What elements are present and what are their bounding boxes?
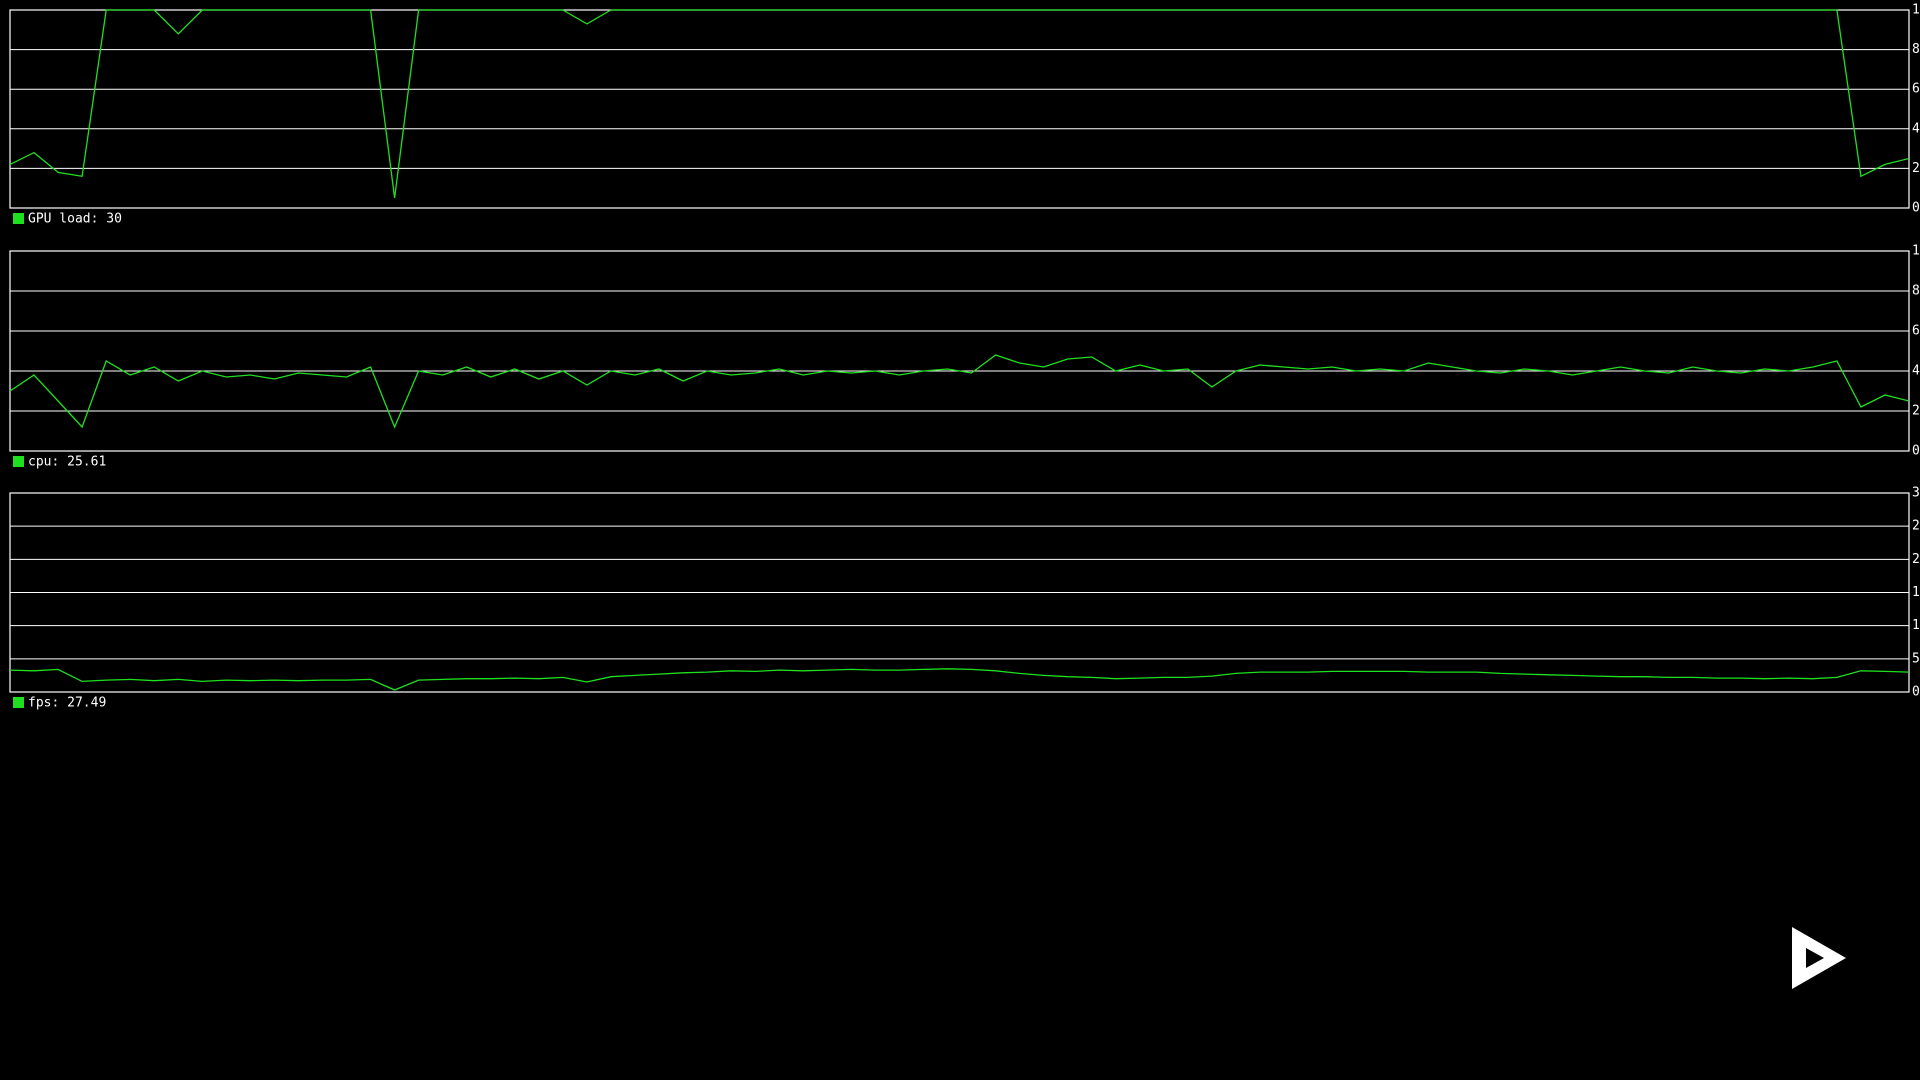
data-line xyxy=(9,9,1910,199)
y-tick-label: 60 xyxy=(1912,324,1920,339)
y-tick-label: 80 xyxy=(1912,284,1920,299)
plot-frame xyxy=(9,9,1910,209)
y-tick-label: 20 xyxy=(1912,404,1920,419)
y-tick-label: 0 xyxy=(1912,201,1920,216)
y-tick-label: 25 xyxy=(1912,519,1920,534)
y-tick-label: 20 xyxy=(1912,161,1920,176)
legend-label: GPU load: 30 xyxy=(28,212,122,227)
legend-swatch xyxy=(13,697,24,708)
data-line xyxy=(9,354,1910,429)
y-tick-label: 0 xyxy=(1912,444,1920,459)
y-tick-label: 60 xyxy=(1912,82,1920,97)
y-tick-label: 40 xyxy=(1912,121,1920,136)
play-icon-inner[interactable] xyxy=(1806,948,1824,968)
legend-label: fps: 27.49 xyxy=(28,696,106,711)
play-button[interactable] xyxy=(1792,927,1846,989)
legend-swatch xyxy=(13,456,24,467)
y-tick-label: 0 xyxy=(1912,685,1920,700)
legend-label: cpu: 25.61 xyxy=(28,455,106,470)
y-tick-label: 20 xyxy=(1912,552,1920,567)
y-tick-label: 30 xyxy=(1912,486,1920,501)
data-line xyxy=(9,668,1910,691)
y-tick-label: 100 xyxy=(1912,244,1920,259)
y-tick-label: 15 xyxy=(1912,585,1920,600)
y-tick-label: 10 xyxy=(1912,618,1920,633)
plot-frame xyxy=(9,250,1910,452)
y-tick-label: 100 xyxy=(1912,3,1920,18)
y-tick-label: 5 xyxy=(1912,651,1920,666)
y-tick-label: 40 xyxy=(1912,364,1920,379)
legend-swatch xyxy=(13,213,24,224)
y-tick-label: 80 xyxy=(1912,42,1920,57)
